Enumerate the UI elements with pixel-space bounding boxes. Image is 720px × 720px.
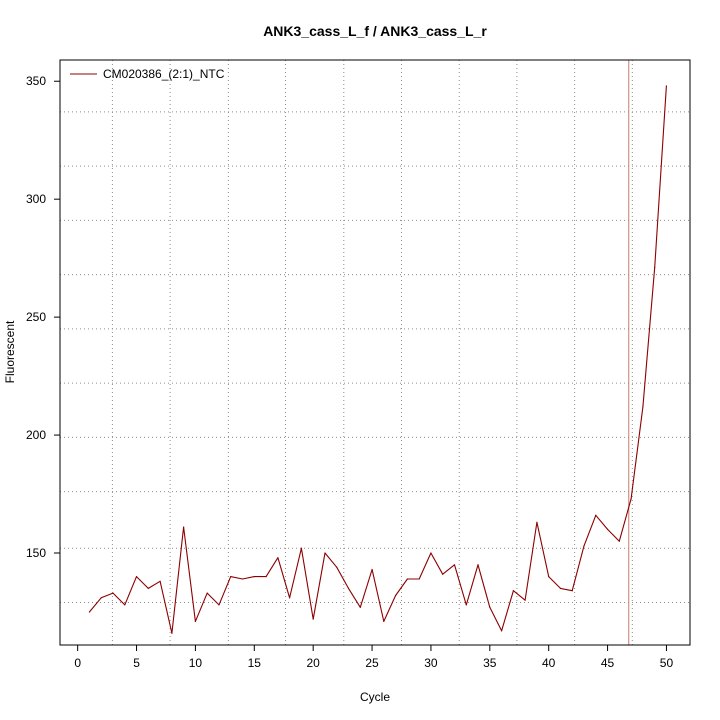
data-point-0-39 xyxy=(548,575,550,578)
x-tick-label-4: 20 xyxy=(306,656,320,670)
data-point-0-12 xyxy=(230,575,232,578)
data-point-0-34 xyxy=(489,606,491,608)
data-point-0-2 xyxy=(112,592,114,594)
data-point-0-11 xyxy=(218,604,220,606)
data-point-0-24 xyxy=(371,568,373,571)
data-point-0-4 xyxy=(135,575,138,578)
legend: CM020386_(2:1)_NTC xyxy=(70,67,225,81)
data-point-0-47 xyxy=(642,406,644,408)
data-point-0-18 xyxy=(300,547,303,549)
data-point-0-32 xyxy=(465,604,467,606)
x-tick-label-6: 30 xyxy=(424,656,438,670)
data-point-0-30 xyxy=(442,573,444,575)
data-point-0-15 xyxy=(265,575,267,578)
data-point-0-42 xyxy=(583,545,585,547)
series-layer xyxy=(88,85,668,634)
x-tick-label-5: 25 xyxy=(365,656,379,670)
data-point-0-21 xyxy=(336,566,338,568)
data-point-0-44 xyxy=(606,528,609,531)
data-point-0-25 xyxy=(383,620,385,623)
y-tick-label-2: 250 xyxy=(26,310,46,324)
data-point-0-27 xyxy=(406,578,408,580)
data-point-0-33 xyxy=(477,564,479,566)
data-point-0-36 xyxy=(512,590,514,592)
y-tick-label-4: 350 xyxy=(26,74,46,88)
chart-title: ANK3_cass_L_f / ANK3_cass_L_r xyxy=(263,23,487,39)
x-tick-label-8: 40 xyxy=(542,656,556,670)
data-point-0-40 xyxy=(559,587,562,589)
data-point-0-19 xyxy=(312,618,314,620)
y-axis: 150 200 250 300 350 xyxy=(26,74,61,560)
data-point-0-16 xyxy=(277,557,279,559)
plot-frame xyxy=(59,59,691,646)
data-point-0-45 xyxy=(618,540,620,542)
x-tick-label-10: 50 xyxy=(660,656,674,670)
data-point-0-38 xyxy=(536,521,538,523)
data-point-0-14 xyxy=(253,575,255,578)
data-point-0-29 xyxy=(430,552,432,554)
data-point-0-28 xyxy=(418,578,420,580)
data-point-0-31 xyxy=(453,564,456,566)
x-tick-label-0: 0 xyxy=(74,656,81,670)
data-point-0-10 xyxy=(206,592,208,594)
data-point-0-46 xyxy=(630,498,632,500)
data-point-0-35 xyxy=(500,630,503,632)
x-tick-label-1: 5 xyxy=(133,656,140,670)
data-point-0-8 xyxy=(183,526,185,528)
y-tick-label-3: 300 xyxy=(26,192,46,206)
data-point-0-48 xyxy=(654,266,656,269)
data-point-0-37 xyxy=(524,599,526,601)
data-point-0-0 xyxy=(88,611,91,613)
x-tick-label-3: 15 xyxy=(248,656,262,670)
data-point-0-41 xyxy=(571,590,573,592)
y-tick-label-1: 200 xyxy=(26,428,46,442)
data-point-0-26 xyxy=(395,594,397,597)
grid xyxy=(60,60,690,645)
data-point-0-5 xyxy=(147,587,149,589)
series-line-0 xyxy=(88,85,667,634)
data-point-0-22 xyxy=(347,587,350,589)
data-point-0-3 xyxy=(124,604,126,606)
data-point-0-13 xyxy=(241,578,244,580)
y-axis-label: Fluorescent xyxy=(3,320,17,383)
y-tick-label-0: 150 xyxy=(26,546,46,560)
data-point-0-20 xyxy=(324,552,326,554)
data-point-0-43 xyxy=(595,514,597,516)
data-point-0-49 xyxy=(665,85,668,87)
data-point-0-17 xyxy=(289,597,291,599)
data-point-0-23 xyxy=(359,606,361,608)
data-point-0-9 xyxy=(194,620,197,623)
x-axis: 0 5 10 15 20 25 30 35 40 45 50 xyxy=(74,644,674,670)
x-tick-label-2: 10 xyxy=(189,656,203,670)
data-point-0-6 xyxy=(159,580,161,582)
x-tick-label-9: 45 xyxy=(601,656,615,670)
data-point-0-1 xyxy=(100,597,102,599)
x-axis-label: Cycle xyxy=(360,690,390,704)
legend-label-series-0: CM020386_(2:1)_NTC xyxy=(103,67,225,81)
data-point-0-7 xyxy=(171,632,173,634)
x-tick-label-7: 35 xyxy=(483,656,497,670)
